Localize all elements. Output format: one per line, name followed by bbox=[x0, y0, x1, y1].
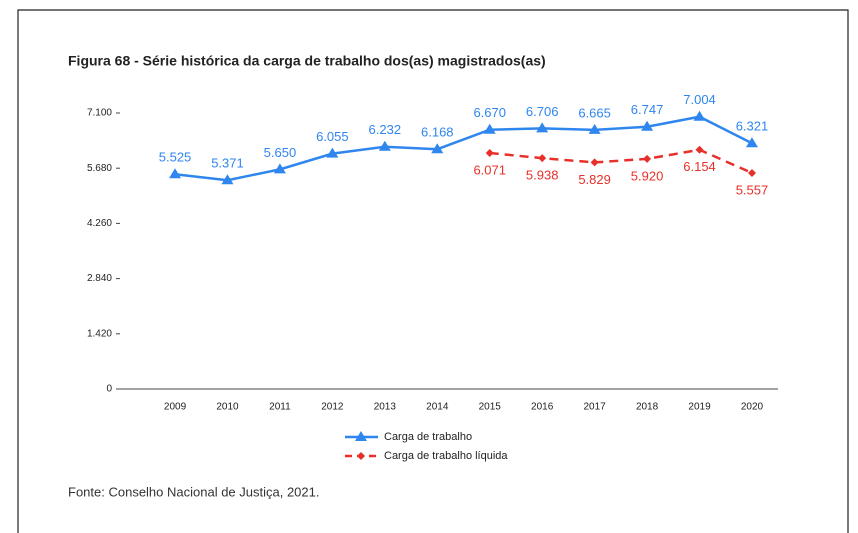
data-label: 6.321 bbox=[736, 119, 769, 134]
x-tick-label: 2014 bbox=[426, 402, 449, 413]
x-tick-label: 2013 bbox=[374, 402, 397, 413]
x-tick-label: 2015 bbox=[479, 402, 502, 413]
point bbox=[641, 120, 654, 131]
point bbox=[483, 123, 496, 134]
point bbox=[693, 110, 706, 121]
point bbox=[221, 174, 234, 185]
point bbox=[326, 147, 339, 158]
data-label: 5.371 bbox=[211, 156, 244, 171]
point bbox=[431, 143, 444, 154]
y-tick-label: 7.100 bbox=[87, 108, 112, 119]
data-label: 6.168 bbox=[421, 125, 454, 140]
data-label: 6.747 bbox=[631, 102, 664, 117]
data-label: 6.071 bbox=[473, 162, 506, 177]
y-tick-label: 0 bbox=[106, 384, 112, 395]
data-label: 5.920 bbox=[631, 168, 664, 183]
legend-label: Carga de trabalho bbox=[384, 431, 472, 443]
frame bbox=[17, 9, 849, 533]
point bbox=[538, 154, 547, 163]
x-tick-label: 2017 bbox=[584, 402, 607, 413]
y-tick-label: 1.420 bbox=[87, 328, 112, 339]
x-tick-label: 2018 bbox=[636, 402, 659, 413]
chart-title: Figura 68 - Série histórica da carga de … bbox=[68, 53, 546, 69]
x-tick-label: 2020 bbox=[741, 402, 764, 413]
point bbox=[536, 122, 549, 133]
point bbox=[273, 163, 286, 174]
data-label: 5.525 bbox=[159, 150, 192, 165]
data-label: 6.232 bbox=[369, 122, 402, 137]
point bbox=[169, 168, 182, 179]
point bbox=[745, 137, 758, 148]
x-tick-label: 2011 bbox=[269, 402, 291, 413]
source-note: Fonte: Conselho Nacional de Justiça, 202… bbox=[68, 484, 320, 499]
point bbox=[747, 168, 756, 177]
legend-label: Carga de trabalho líquida bbox=[384, 450, 508, 462]
x-tick-label: 2016 bbox=[531, 402, 554, 413]
x-tick-label: 2009 bbox=[164, 402, 187, 413]
data-label: 6.665 bbox=[578, 105, 611, 120]
data-label: 5.650 bbox=[264, 145, 297, 160]
data-label: 5.829 bbox=[578, 172, 611, 187]
x-tick-label: 2010 bbox=[216, 402, 239, 413]
data-label: 7.004 bbox=[683, 92, 716, 107]
x-tick-label: 2012 bbox=[321, 402, 344, 413]
x-tick-label: 2019 bbox=[688, 402, 711, 413]
data-label: 5.557 bbox=[736, 182, 769, 197]
point bbox=[590, 158, 599, 167]
data-label: 5.938 bbox=[526, 168, 559, 183]
series-line bbox=[174, 115, 753, 182]
point bbox=[485, 149, 494, 158]
point bbox=[357, 452, 365, 460]
point bbox=[643, 154, 652, 163]
y-tick-label: 5.680 bbox=[87, 163, 112, 174]
data-label: 6.706 bbox=[526, 104, 559, 119]
point bbox=[378, 140, 391, 151]
data-label: 6.154 bbox=[683, 159, 716, 174]
point bbox=[355, 431, 367, 441]
y-tick-label: 4.260 bbox=[87, 218, 112, 229]
data-label: 6.055 bbox=[316, 129, 349, 144]
data-label: 6.670 bbox=[473, 105, 506, 120]
point bbox=[695, 145, 704, 154]
y-tick-label: 2.840 bbox=[87, 273, 112, 284]
point bbox=[588, 123, 601, 134]
